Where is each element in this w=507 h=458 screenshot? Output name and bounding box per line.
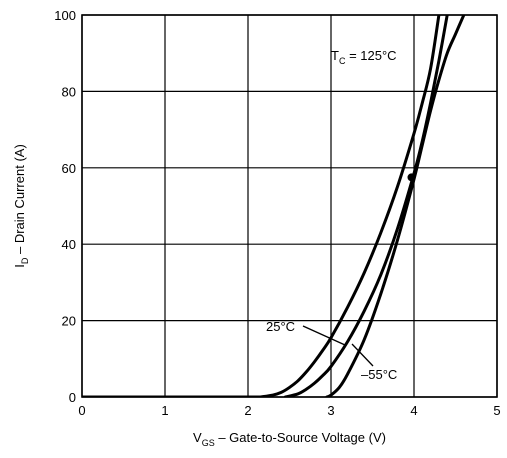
y-tick-label: 80 — [62, 84, 76, 99]
plot-frame — [81, 14, 498, 398]
crossover-point — [407, 173, 416, 182]
series-curve-25c — [283, 15, 449, 397]
y-axis-title: ID – Drain Current (A) — [12, 144, 30, 268]
y-tick-label: 40 — [62, 237, 76, 252]
series-label-25c: 25°C — [266, 319, 295, 334]
x-tick-label: 4 — [410, 403, 417, 418]
series-curve-125c — [258, 15, 441, 397]
x-tick-label: 3 — [327, 403, 334, 418]
y-tick-label: 60 — [62, 161, 76, 176]
x-tick-label: 0 — [78, 403, 85, 418]
series-curve-minus55c — [325, 15, 466, 397]
y-tick-label: 20 — [62, 314, 76, 329]
series-label-125c: TC = 125°C — [331, 48, 397, 66]
y-tick-label: 0 — [69, 390, 76, 405]
annotation-leader-line — [302, 325, 346, 346]
y-tick-label: 100 — [54, 8, 76, 23]
series-layer — [82, 15, 466, 397]
x-tick-label: 1 — [161, 403, 168, 418]
tick-labels: 0 1 2 3 4 5 0 20 40 60 80 100 — [54, 8, 500, 418]
series-annotations: TC = 125°C 25°C –55°C — [266, 48, 397, 382]
grid — [81, 14, 498, 398]
annotation-leader-line — [351, 343, 374, 367]
x-axis-title: VGS – Gate-to-Source Voltage (V) — [193, 430, 386, 448]
x-tick-label: 5 — [493, 403, 500, 418]
x-tick-label: 2 — [244, 403, 251, 418]
series-label-minus55c: –55°C — [361, 367, 397, 382]
